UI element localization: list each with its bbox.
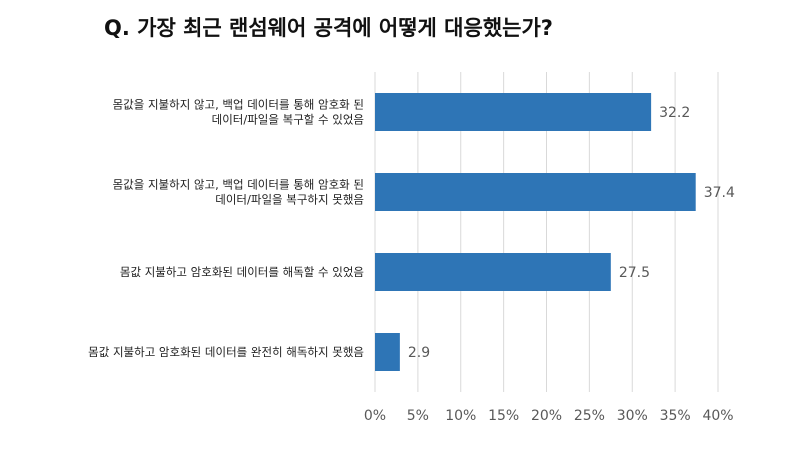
x-axis-ticks: 0% 5% 10% 15% 20% 25% 30% 35% 40% bbox=[364, 408, 734, 424]
value-label-0: 32.2 bbox=[659, 105, 690, 121]
bar-2 bbox=[375, 253, 611, 291]
x-tick-label-1: 5% bbox=[407, 408, 429, 424]
x-tick-label-3: 15% bbox=[488, 408, 519, 424]
x-tick-label-5: 25% bbox=[574, 408, 605, 424]
x-tick-label-7: 35% bbox=[660, 408, 691, 424]
chart-title: Q. 가장 최근 랜섬웨어 공격에 어떻게 대응했는가? bbox=[104, 16, 553, 40]
bar-1 bbox=[375, 173, 696, 211]
category-label-0-line-0: 몸값을 지불하지 않고, 백업 데이터를 통해 암호화 된 bbox=[113, 98, 364, 112]
x-tick-label-4: 20% bbox=[531, 408, 562, 424]
category-label-3-line-0: 몸값 지불하고 암호화된 데이터를 완전히 해독하지 못했음 bbox=[88, 345, 364, 359]
bar-0 bbox=[375, 93, 652, 131]
x-tick-label-8: 40% bbox=[702, 408, 733, 424]
x-tick-label-2: 10% bbox=[445, 408, 476, 424]
value-label-3: 2.9 bbox=[408, 345, 430, 361]
value-label-2: 27.5 bbox=[619, 265, 650, 281]
category-label-1-line-0: 몸값을 지불하지 않고, 백업 데이터를 통해 암호화 된 bbox=[113, 178, 364, 192]
value-label-1: 37.4 bbox=[704, 185, 735, 201]
bar-3 bbox=[375, 333, 400, 371]
value-labels: 32.2 37.4 27.5 2.9 bbox=[408, 105, 735, 361]
bars bbox=[375, 93, 696, 371]
x-tick-label-0: 0% bbox=[364, 408, 386, 424]
x-tick-label-6: 30% bbox=[617, 408, 648, 424]
category-label-2-line-0: 몸값 지불하고 암호화된 데이터를 해독할 수 있었음 bbox=[120, 265, 364, 279]
category-label-0-line-1: 데이터/파일을 복구할 수 있었음 bbox=[212, 113, 364, 127]
category-label-1-line-1: 데이터/파일을 복구하지 못했음 bbox=[215, 193, 364, 207]
